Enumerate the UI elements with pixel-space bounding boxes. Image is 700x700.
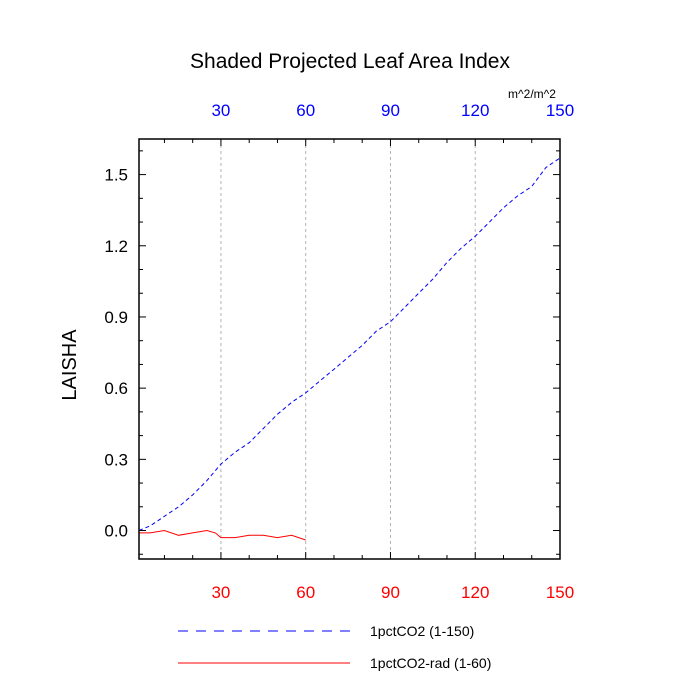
- x-tick-label-bottom: 150: [546, 583, 574, 602]
- y-tick-label: 1.5: [104, 166, 128, 185]
- y-tick-label: 0.9: [104, 308, 128, 327]
- series-line-1: [139, 529, 306, 541]
- x-tick-label-top: 90: [381, 101, 400, 120]
- x-tick-label-bottom: 30: [211, 583, 230, 602]
- x-tick-label-bottom: 60: [296, 583, 315, 602]
- series-line-0: [138, 157, 561, 531]
- legend: 1pctCO2 (1-150) 1pctCO2-rad (1-60): [178, 623, 491, 671]
- y-tick-label: 0.0: [104, 522, 128, 541]
- legend-label-0: 1pctCO2 (1-150): [370, 623, 474, 639]
- x-tick-label-bottom: 120: [461, 583, 489, 602]
- y-axis-label: LAISHA: [59, 329, 81, 401]
- chart-title: Shaded Projected Leaf Area Index: [190, 50, 510, 73]
- x-tick-label-bottom: 90: [381, 583, 400, 602]
- x-tick-label-top: 30: [211, 101, 230, 120]
- y-tick-label: 0.3: [104, 450, 128, 469]
- grid-layer: [220, 139, 476, 559]
- x-tick-label-top: 150: [546, 101, 574, 120]
- x-tick-label-top: 60: [296, 101, 315, 120]
- legend-label-1: 1pctCO2-rad (1-60): [370, 655, 491, 671]
- units-label: m^2/m^2: [508, 87, 556, 101]
- series-layer: [138, 157, 561, 541]
- x-tick-label-top: 120: [461, 101, 489, 120]
- axis-layer: 30 60 90 120 150 30 60 90 120 150 0.0 0.3 0.6 0.9 1.2 1…: [104, 101, 574, 602]
- y-tick-label: 1.2: [104, 237, 128, 256]
- plot-frame: [138, 138, 561, 560]
- y-tick-label: 0.6: [104, 379, 128, 398]
